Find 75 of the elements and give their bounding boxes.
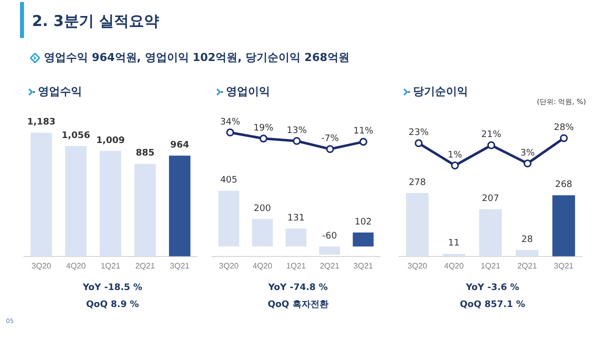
point (326, 145, 334, 154)
point (560, 134, 568, 142)
point (226, 128, 234, 136)
bar (406, 193, 429, 256)
data-label: 1,009 (96, 136, 125, 146)
bar (218, 190, 240, 246)
x-tick-label: 2Q21 (320, 261, 340, 270)
chart-title: 당기순이익 (413, 84, 468, 99)
data-label: 405 (220, 176, 238, 186)
bar (516, 250, 538, 256)
data-label: 21% (481, 130, 502, 140)
data-label: 28 (521, 234, 534, 245)
x-tick-label: 2Q21 (135, 261, 156, 270)
bar (252, 218, 273, 246)
point (260, 134, 268, 143)
data-label: 268 (555, 180, 573, 190)
bar (65, 146, 87, 256)
text: YoY -3.6 % (466, 283, 520, 293)
point (292, 137, 301, 145)
text: QoQ 857.1 % (460, 300, 526, 310)
x-tick-label: 3Q20 (408, 261, 428, 270)
data-label: 278 (408, 178, 426, 188)
x-tick-label: 3Q20 (219, 261, 240, 270)
bar (552, 195, 576, 256)
data-label: 207 (482, 194, 500, 204)
data-label: 1,183 (27, 118, 56, 128)
x-tick-label: 3Q21 (353, 261, 374, 270)
x-tick-label: 4Q20 (252, 261, 273, 270)
point (359, 138, 368, 146)
data-label: 1% (448, 150, 463, 160)
point (451, 162, 459, 170)
bar (319, 246, 340, 255)
data-label: 885 (136, 148, 154, 159)
point (524, 160, 532, 168)
bar (352, 232, 374, 246)
bar (479, 209, 502, 256)
data-label: 23% (408, 128, 430, 138)
x-tick-label: 4Q20 (444, 261, 464, 270)
data-label: 28% (554, 122, 574, 133)
data-label: 19% (253, 123, 274, 134)
x-tick-label: 3Q21 (554, 261, 574, 270)
data-label: 34% (220, 117, 241, 128)
x-tick-label: 3Q21 (170, 261, 190, 270)
x-tick-label: 1Q21 (480, 261, 501, 270)
data-label: 3% (520, 148, 536, 158)
data-label: 1,056 (62, 130, 90, 141)
data-label: -60 (322, 231, 338, 242)
text: 2. 3분기 실적요약 (32, 12, 160, 31)
text: 영업수익 964억원, 영업이익 102억원, 당기순이익 268억원 (44, 50, 350, 65)
data-label: -7% (321, 134, 340, 144)
x-tick-label: 4Q20 (66, 261, 86, 270)
bar (100, 150, 122, 256)
x-tick-label: 1Q21 (286, 261, 306, 270)
x-tick-label: 2Q21 (517, 261, 538, 270)
text: YoY -74.8 % (268, 283, 328, 293)
point (414, 139, 423, 148)
text: QoQ 8.9 % (85, 299, 140, 312)
bar (168, 156, 190, 256)
data-label: 964 (170, 140, 190, 150)
data-label: 102 (354, 217, 372, 228)
bar (30, 132, 52, 256)
data-label: 11% (353, 126, 374, 137)
x-tick-label: 3Q20 (32, 261, 52, 270)
point (487, 141, 496, 150)
chart-title: 영업수익 (38, 84, 82, 99)
bar (286, 228, 306, 246)
bar (134, 164, 156, 256)
data-label: 131 (287, 213, 305, 224)
x-tick-label: 1Q21 (100, 261, 121, 270)
data-label: 11 (448, 238, 460, 249)
text: YoY -18.5 % (82, 282, 144, 295)
text: QoQ 흑자전환 (268, 300, 328, 310)
data-label: 13% (286, 126, 308, 136)
chart-title: 영업이익 (226, 84, 270, 99)
data-label: 200 (254, 204, 272, 214)
